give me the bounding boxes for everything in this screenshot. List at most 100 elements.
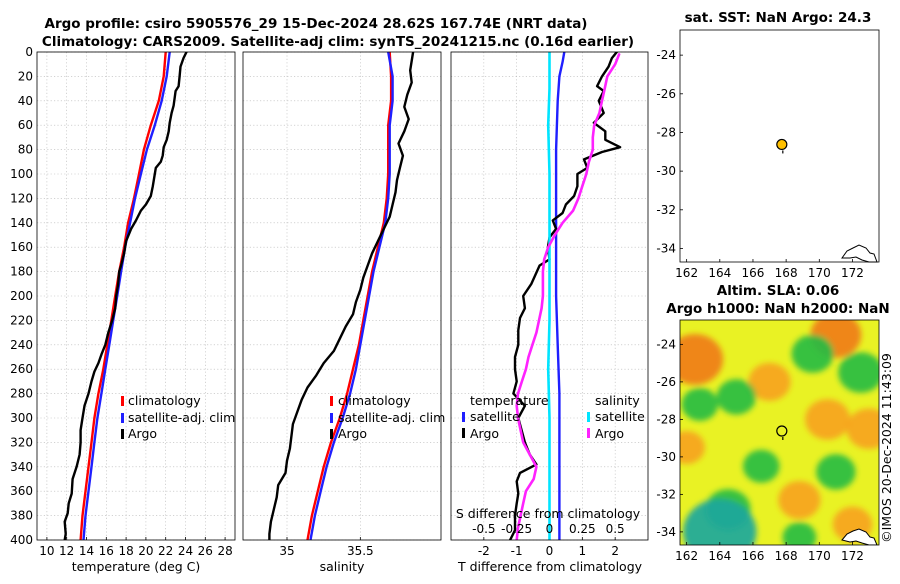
- legend-label-satellite-adj: satellite-adj. clim: [338, 410, 445, 425]
- s-difference-tick-labels: -0.5 -0.25 0 0.25 0.5: [472, 522, 625, 536]
- temp-x-tick-label: 18: [118, 544, 133, 558]
- depth-tick-label: 280: [10, 387, 33, 401]
- map-lat-tick-label: -28: [656, 125, 676, 139]
- t-difference-axis-label: T difference from climatology: [457, 559, 643, 574]
- map-lon-tick-label: 162: [675, 549, 698, 563]
- map-lat-tick-label: -24: [656, 337, 676, 351]
- map-lon-tick-label: 164: [708, 266, 731, 280]
- map-lon-tick-label: 172: [841, 549, 864, 563]
- depth-tick-label: 200: [10, 289, 33, 303]
- temp-x-tick-label: 16: [99, 544, 114, 558]
- legend-swatch-climatology: [330, 396, 333, 406]
- temperature-grid: [37, 51, 235, 541]
- s-difference-tick-label: 0: [546, 522, 554, 536]
- depth-tick-label: 80: [18, 143, 33, 157]
- t-difference-tick-labels: -2 -1 0 1 2: [478, 544, 619, 558]
- sla-anomaly-blob: [716, 379, 757, 415]
- depth-tick-label: 140: [10, 216, 33, 230]
- depth-tick-label: 20: [18, 69, 33, 83]
- depth-tick-label: 220: [10, 313, 33, 327]
- imos-watermark: ©IMOS 20-Dec-2024 11:43:09: [879, 353, 894, 543]
- argo-position-marker: [776, 425, 788, 437]
- temp-x-tick-label: 26: [198, 544, 213, 558]
- legend-label-climatology: climatology: [338, 393, 411, 408]
- legend-label-s-argo: Argo: [595, 426, 624, 441]
- map-lat-tick-label: -30: [656, 450, 676, 464]
- map-lat-tick-label: -32: [656, 487, 676, 501]
- depth-tick-label: 240: [10, 338, 33, 352]
- sla-heatmap: [680, 320, 879, 545]
- temperature-frame: [36, 51, 236, 541]
- sla-anomaly-blob: [681, 387, 719, 421]
- depth-tick-label: 120: [10, 191, 33, 205]
- sla-anomaly-blob: [680, 431, 705, 464]
- depth-tick-label: 340: [10, 460, 33, 474]
- sla-map-title-line1: Altim. SLA: 0.06: [717, 283, 839, 299]
- sla-anomaly-blob: [805, 399, 851, 440]
- depth-tick-label: 260: [10, 362, 33, 376]
- legend-label-climatology: climatology: [128, 393, 201, 408]
- s-difference-tick-label: -0.5: [472, 522, 495, 536]
- sst-map-tick-labels: 162 164 166 168 170 172 -24 -26 -28 -30 -32 -34: [656, 48, 864, 280]
- legend-head-temperature: temperature: [470, 393, 549, 408]
- map-lon-tick-label: 162: [675, 266, 698, 280]
- depth-tick-label: 160: [10, 240, 33, 254]
- series-line-satellite-adj-clim: [309, 52, 394, 540]
- sal-x-tick-label: 35.5: [347, 544, 374, 558]
- legend-label-t-satellite: satellite: [470, 409, 520, 424]
- depth-tick-label: 100: [10, 167, 33, 181]
- map-lon-tick-label: 168: [775, 549, 798, 563]
- depth-tick-label: 360: [10, 484, 33, 498]
- temperature-tick-labels: 10 12 14 16 18 20 22 24 26 28: [39, 544, 232, 558]
- legend-label-t-argo: Argo: [470, 426, 499, 441]
- s-difference-tick-label: -0.25: [501, 522, 532, 536]
- temp-x-tick-label: 22: [158, 544, 173, 558]
- sla-anomaly-blob: [846, 408, 879, 450]
- depth-tick-label: 320: [10, 435, 33, 449]
- sla-map-frame: [679, 319, 880, 546]
- sla-map-title-line2: Argo h1000: NaN h2000: NaN: [666, 301, 889, 317]
- legend-swatch-climatology: [121, 396, 124, 406]
- s-difference-tick-label: 0.5: [606, 522, 625, 536]
- temp-x-tick-label: 20: [138, 544, 153, 558]
- figure-title-line1: Argo profile: csiro 5905576_29 15-Dec-20…: [45, 16, 588, 32]
- depth-tick-label: 40: [18, 94, 33, 108]
- depth-tick-labels: 0 20 40 60 80 100 120 140 160 180 200 220 240 260 280 3…: [10, 45, 33, 547]
- series-line-argo: [63, 52, 188, 540]
- salinity-lines: [268, 52, 415, 540]
- sst-map-panel: sat. SST: NaN Argo: 24.3 162 164 166 168 170…: [656, 10, 880, 280]
- series-line-salinity-argo: [515, 53, 621, 540]
- s-difference-axis-label: S difference from climatology: [456, 506, 641, 521]
- diff-x-tick-label: -1: [511, 544, 523, 558]
- argo-position-marker: [776, 138, 788, 151]
- legend-swatch-satellite-adj: [330, 413, 333, 423]
- figure-title-line2: Climatology: CARS2009. Satellite-adj cli…: [42, 34, 634, 50]
- difference-panel: -2 -1 0 1 2 -0.5 -0.25 0 0.25 0.5 S difference f…: [450, 51, 649, 574]
- salinity-axis-label: salinity: [320, 559, 365, 574]
- sst-map-coastline: [841, 244, 878, 263]
- legend-label-argo: Argo: [338, 426, 367, 441]
- temperature-panel: 0 20 40 60 80 100 120 140 160 180 200 220 240 260 280 3…: [10, 45, 236, 574]
- depth-tick-label: 300: [10, 411, 33, 425]
- difference-frame: [450, 51, 649, 541]
- map-lat-tick-label: -32: [656, 203, 676, 217]
- diff-x-tick-label: -2: [478, 544, 490, 558]
- sla-anomaly-blob: [778, 480, 821, 520]
- map-lat-tick-label: -26: [656, 87, 676, 101]
- series-line-climatology: [306, 52, 393, 540]
- legend-swatch-s-argo: [587, 428, 590, 438]
- legend-head-salinity: salinity: [595, 393, 640, 408]
- sla-map-tick-labels: 162 164 166 168 170 172 -24 -26 -28 -30 -32 -34: [656, 337, 864, 563]
- sla-anomaly-blob: [748, 362, 791, 401]
- sla-anomaly-blob: [680, 334, 724, 385]
- sla-anomaly-blob: [683, 498, 757, 545]
- depth-tick-label: 380: [10, 509, 33, 523]
- salinity-grid: [243, 51, 441, 541]
- map-lat-tick-label: -34: [656, 241, 676, 255]
- depth-tick-label: 0: [25, 45, 33, 59]
- sla-anomaly-blob: [791, 334, 834, 373]
- sst-map-title: sat. SST: NaN Argo: 24.3: [685, 10, 872, 26]
- salinity-legend: climatology satellite-adj. clim Argo: [330, 393, 445, 441]
- series-line-salinity-satellite: [546, 52, 551, 540]
